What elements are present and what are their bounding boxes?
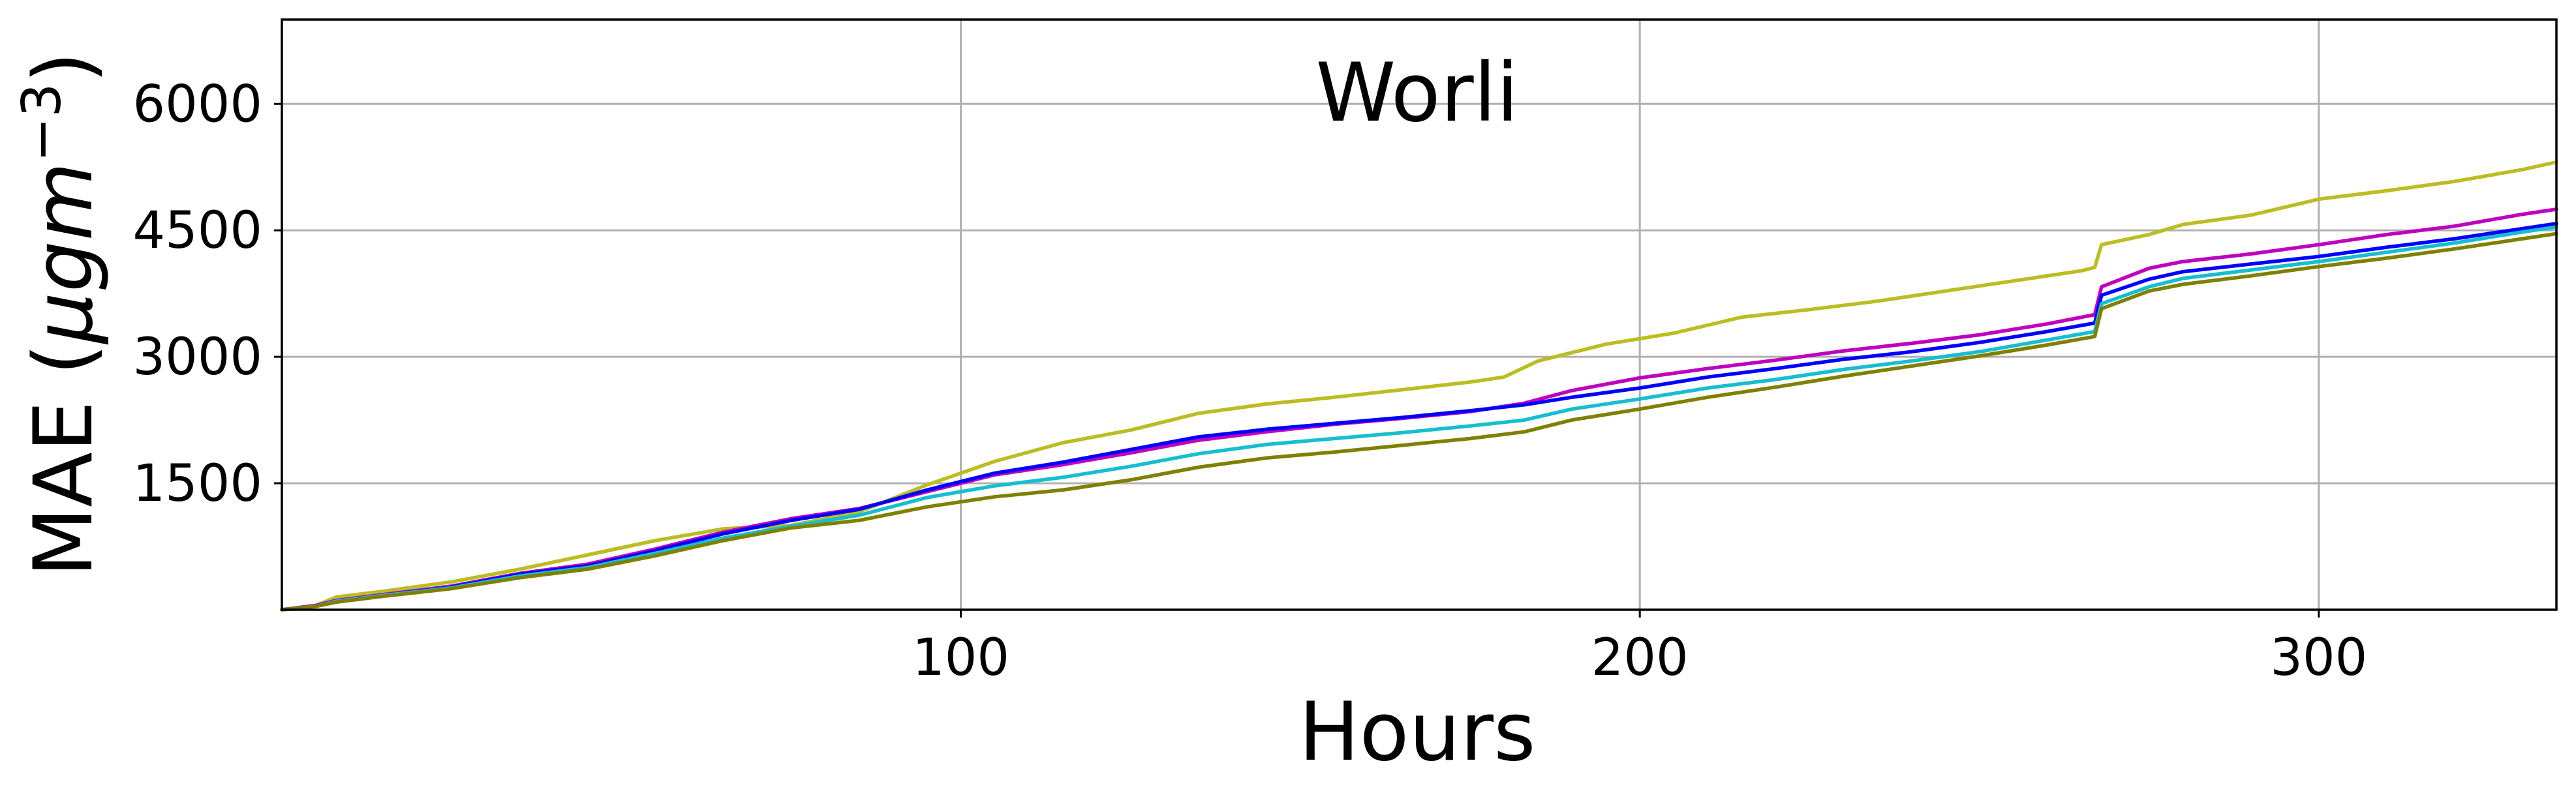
series-line-1 <box>280 160 2558 612</box>
y-axis-label-main: MAE ( <box>17 344 111 577</box>
grid-lines <box>282 20 2556 610</box>
y-axis-label-close: ) <box>17 52 111 83</box>
x-axis-label: Hours <box>1298 685 1535 779</box>
y-tick-label: 6000 <box>132 75 262 134</box>
plot-frame <box>281 18 2558 611</box>
y-tick-labels: 1500 3000 4500 6000 <box>132 75 282 513</box>
y-axis-label-mu: μgm <box>17 162 111 344</box>
series-line-5 <box>280 231 2558 612</box>
x-tick-labels: 100 200 300 <box>912 610 2367 687</box>
series-line-4 <box>280 225 2558 612</box>
y-tick-label: 4500 <box>132 201 262 260</box>
y-axis-label-exponent: −3 <box>11 83 73 162</box>
x-tick-label: 200 <box>1591 629 1689 687</box>
x-tick-label: 100 <box>912 629 1009 687</box>
series-line-3 <box>280 222 2558 612</box>
chart-title: Worli <box>1315 46 1518 140</box>
y-axis-label: MAE (μgm−3) <box>11 52 111 577</box>
y-tick-label: 1500 <box>132 455 262 513</box>
series-lines <box>280 160 2558 612</box>
y-tick-label: 3000 <box>132 328 262 387</box>
x-tick-label: 300 <box>2270 629 2367 687</box>
